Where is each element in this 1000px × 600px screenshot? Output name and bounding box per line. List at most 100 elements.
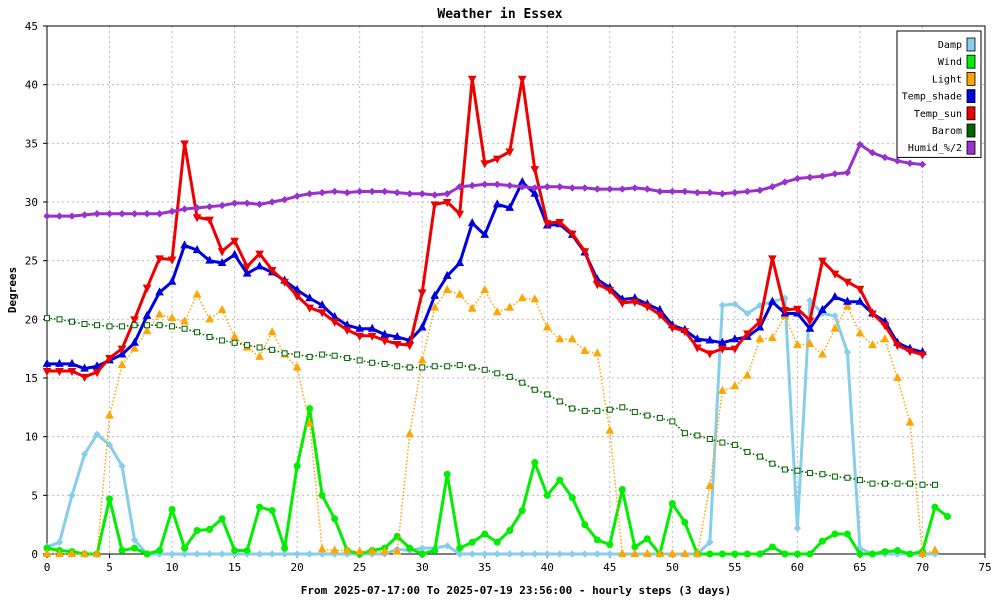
data-point-humid-2	[155, 210, 164, 218]
legend-label: Damp	[938, 40, 962, 51]
data-point-temp-shade	[217, 257, 227, 267]
data-point-temp-shade	[92, 361, 102, 370]
y-axis-label: Degrees	[6, 267, 19, 313]
data-point-light	[768, 333, 777, 342]
y-tick-label: 20	[25, 313, 38, 326]
data-point-wind	[581, 521, 589, 529]
data-point-temp-shade	[130, 337, 139, 346]
data-point-temp-sun	[130, 316, 139, 325]
data-point-temp-sun	[142, 284, 152, 293]
data-point-damp	[831, 312, 839, 320]
data-point-temp-sun	[780, 306, 790, 316]
data-point-humid-2	[55, 212, 64, 220]
data-point-humid-2	[518, 183, 526, 191]
data-point-wind	[731, 550, 739, 558]
data-point-humid-2	[793, 174, 802, 183]
data-point-humid-2	[856, 140, 864, 149]
data-point-wind	[493, 538, 501, 546]
data-point-barom	[481, 366, 488, 373]
data-point-barom	[756, 453, 763, 460]
data-point-wind	[543, 491, 551, 499]
data-point-barom	[356, 357, 363, 364]
data-point-temp-sun	[880, 322, 890, 331]
data-point-barom	[919, 481, 926, 488]
series-light	[42, 284, 940, 557]
data-point-humid-2	[806, 173, 814, 182]
data-point-wind	[756, 550, 764, 558]
data-point-wind	[818, 537, 826, 545]
data-point-damp	[280, 550, 289, 558]
data-point-barom	[244, 342, 251, 349]
data-point-barom	[69, 318, 76, 325]
legend-item: Temp_shade	[902, 89, 976, 103]
data-point-humid-2	[631, 184, 639, 192]
data-point-temp-sun	[180, 140, 189, 149]
data-point-light	[292, 362, 302, 371]
data-point-light	[142, 326, 152, 335]
legend-swatch	[966, 106, 976, 121]
data-point-humid-2	[143, 210, 151, 218]
data-point-humid-2	[643, 185, 652, 193]
data-point-wind	[568, 494, 576, 502]
data-point-humid-2	[430, 191, 439, 199]
data-point-light	[743, 370, 752, 379]
data-point-temp-shade	[367, 323, 377, 332]
data-point-light	[255, 351, 264, 360]
data-point-damp	[205, 550, 214, 558]
data-point-barom	[806, 470, 813, 477]
data-point-wind	[906, 550, 914, 558]
data-point-temp-sun	[80, 373, 89, 382]
data-point-damp	[606, 550, 614, 558]
data-point-humid-2	[743, 187, 752, 196]
data-point-temp-shade	[155, 287, 164, 296]
data-point-light	[405, 429, 415, 438]
data-point-humid-2	[606, 185, 614, 193]
data-point-humid-2	[456, 183, 464, 191]
data-point-barom	[631, 409, 638, 416]
data-point-wind	[143, 550, 151, 558]
data-point-light	[180, 316, 189, 325]
data-point-temp-sun	[92, 369, 102, 378]
data-point-humid-2	[568, 184, 576, 192]
data-point-damp	[105, 441, 114, 449]
data-point-temp-shade	[117, 349, 127, 358]
data-point-barom	[656, 414, 663, 421]
data-point-humid-2	[180, 205, 189, 213]
data-point-wind	[431, 546, 439, 554]
data-point-damp	[506, 550, 514, 558]
data-point-wind	[943, 512, 951, 520]
data-point-damp	[531, 550, 539, 558]
x-tick-label: 35	[478, 561, 491, 574]
data-point-light	[530, 294, 540, 303]
data-point-temp-shade	[480, 229, 490, 238]
data-point-damp	[543, 550, 551, 558]
data-point-barom	[256, 344, 263, 351]
data-point-barom	[131, 322, 138, 329]
data-point-temp-shade	[230, 249, 239, 258]
data-point-light	[192, 289, 202, 298]
data-point-wind	[531, 458, 539, 466]
x-tick-label: 0	[44, 561, 51, 574]
data-point-wind	[331, 515, 339, 523]
data-point-barom	[694, 432, 701, 439]
data-point-light	[718, 385, 727, 394]
data-point-damp	[518, 550, 526, 558]
data-point-light	[617, 548, 627, 557]
data-point-wind	[606, 541, 614, 549]
series-humid-2	[43, 140, 927, 220]
data-point-barom	[681, 430, 688, 437]
data-point-light	[805, 338, 815, 347]
data-point-temp-sun	[667, 324, 677, 333]
data-point-barom	[906, 480, 913, 487]
data-point-wind	[206, 525, 214, 533]
data-point-wind	[556, 476, 564, 484]
data-point-damp	[168, 550, 176, 558]
data-point-barom	[344, 355, 351, 362]
data-point-temp-shade	[292, 284, 302, 293]
data-point-barom	[594, 407, 601, 414]
data-point-humid-2	[818, 172, 827, 180]
data-point-light	[317, 544, 327, 553]
data-point-temp-shade	[843, 296, 852, 305]
data-point-wind	[231, 546, 239, 554]
data-point-wind	[218, 515, 226, 523]
